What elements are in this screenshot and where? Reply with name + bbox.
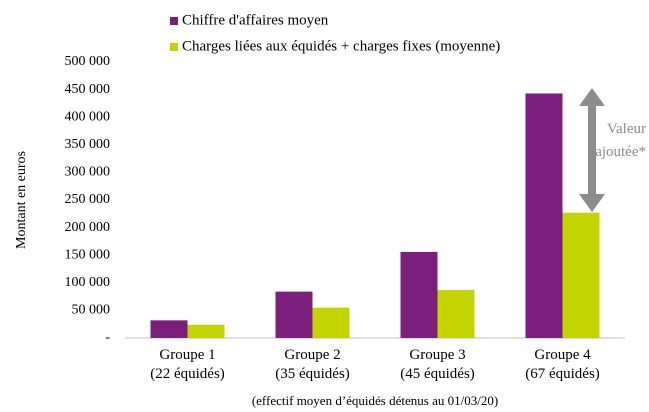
- y-tick-label: 50 000: [72, 303, 111, 318]
- legend-swatch: [170, 17, 178, 25]
- bar: [275, 291, 313, 338]
- y-tick-label: 100 000: [65, 275, 111, 290]
- x-tick-label: Groupe 2 (35 équidés): [275, 347, 350, 382]
- y-tick-label: 150 000: [65, 247, 111, 262]
- annotation: Valeur ajoutée*: [595, 121, 646, 160]
- y-tick-label: 400 000: [65, 109, 111, 124]
- x-axis-label: (effectif moyen d’équidés détenus au 01/…: [252, 393, 498, 408]
- y-axis-label: Montant en euros: [14, 151, 29, 249]
- bar: [312, 307, 350, 338]
- y-tick-label: -: [105, 330, 110, 345]
- y-tick-label: 500 000: [65, 54, 111, 69]
- legend-label: Chiffre d'affaires moyen: [182, 12, 329, 28]
- y-tick-label: 450 000: [65, 82, 111, 97]
- legend-swatch: [170, 43, 178, 51]
- bar: [187, 324, 225, 338]
- bar: [400, 251, 438, 338]
- x-tick-label: Groupe 3 (45 équidés): [400, 347, 475, 382]
- bar: [150, 320, 188, 338]
- y-tick-label: 250 000: [65, 192, 111, 207]
- bar: [437, 289, 475, 338]
- y-tick-label: 300 000: [65, 165, 111, 180]
- x-tick-label: Groupe 4 (67 équidés): [525, 347, 600, 382]
- value-arrow: [579, 88, 605, 212]
- x-tick-label: Groupe 1 (22 équidés): [150, 347, 225, 382]
- bar: [562, 212, 600, 338]
- y-tick-label: 350 000: [65, 137, 111, 152]
- bar: [525, 93, 563, 339]
- y-tick-label: 200 000: [65, 220, 111, 235]
- legend-label: Charges liées aux équidés + charges fixe…: [182, 38, 500, 54]
